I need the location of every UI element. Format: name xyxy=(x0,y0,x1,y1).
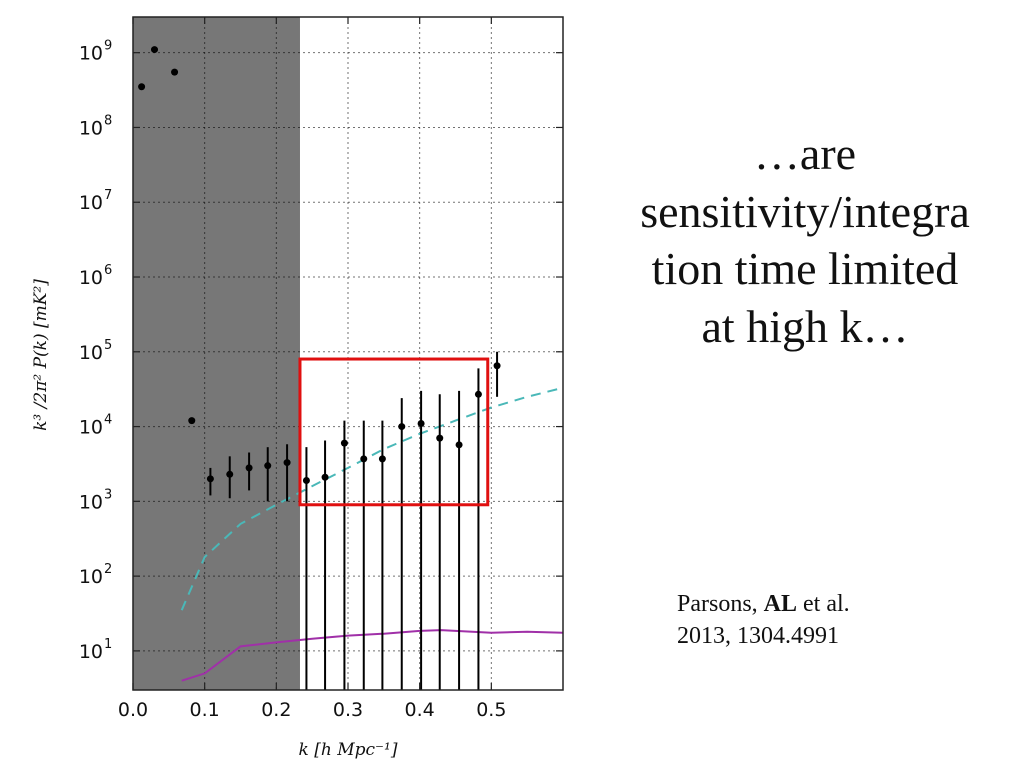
y-tick-label: 10 xyxy=(79,117,103,139)
citation-author: Parsons, xyxy=(677,591,758,617)
y-tick-label: 10 xyxy=(79,417,103,439)
y-tick-label: 10 xyxy=(79,342,103,364)
headline-line: tion time limited xyxy=(651,243,959,294)
x-axis-label: k [h Mpc⁻¹] xyxy=(299,740,398,760)
y-tick-label: 10 xyxy=(79,491,103,513)
y-tick-exponent: 5 xyxy=(104,338,112,353)
data-point xyxy=(302,477,310,485)
data-point xyxy=(151,46,158,54)
data-point xyxy=(138,83,146,91)
citation-etal: et al. xyxy=(803,591,850,617)
data-point xyxy=(226,470,234,478)
y-tick-exponent: 8 xyxy=(104,113,112,128)
headline-line: sensitivity/integra xyxy=(640,185,970,237)
y-tick-exponent: 9 xyxy=(104,39,112,54)
citation-author-bold: AL xyxy=(763,591,798,617)
y-axis-label: k³ /2π² P(k) [mK²] xyxy=(31,279,51,431)
data-point xyxy=(493,362,501,370)
data-point xyxy=(321,473,329,481)
y-tick-label: 10 xyxy=(79,43,103,65)
highlight-box-rect xyxy=(298,357,490,507)
x-tick-label: 0.0 xyxy=(118,699,148,721)
noise-line xyxy=(181,629,564,682)
data-point xyxy=(455,441,463,449)
y-tick-exponent: 6 xyxy=(104,263,112,278)
y-tick-exponent: 1 xyxy=(104,637,112,652)
model-curves xyxy=(180,386,564,682)
y-tick-exponent: 4 xyxy=(104,413,112,428)
data-point xyxy=(245,464,253,472)
data-point xyxy=(378,455,386,463)
y-tick-label: 10 xyxy=(79,566,103,588)
y-tick-label: 10 xyxy=(79,192,103,214)
data-point xyxy=(171,68,179,76)
x-tick-label: 0.1 xyxy=(190,699,220,721)
plot-frame xyxy=(132,16,564,691)
grid xyxy=(133,17,563,690)
data-point xyxy=(264,462,272,470)
headline-line: at high k… xyxy=(701,300,909,352)
y-tick-exponent: 2 xyxy=(104,562,112,577)
shaded-region xyxy=(133,17,300,690)
x-tick-label: 0.2 xyxy=(261,699,291,721)
x-tick-label: 0.5 xyxy=(476,699,506,721)
x-tick-label: 0.3 xyxy=(333,699,363,721)
data-point xyxy=(283,459,291,467)
y-tick-label: 10 xyxy=(79,641,103,663)
y-tick-exponent: 3 xyxy=(104,487,112,502)
data-point xyxy=(436,434,444,442)
x-tick-labels: 0.0 0.1 0.2 0.3 0.4 0.5 xyxy=(118,699,507,721)
x-tick-label: 0.4 xyxy=(405,699,435,721)
headline-line: …are xyxy=(753,128,857,179)
data-points xyxy=(138,46,501,690)
shaded-region-rect xyxy=(133,17,300,690)
highlight-box xyxy=(298,357,490,507)
y-tick-label: 10 xyxy=(79,267,103,289)
citation: Parsons, AL et al. 2013, 1304.4991 xyxy=(677,588,850,653)
y-tick-exponent: 7 xyxy=(104,188,112,203)
data-point xyxy=(474,390,482,398)
data-point xyxy=(360,455,368,463)
citation-ref: 2013, 1304.4991 xyxy=(677,623,839,650)
data-point xyxy=(417,419,425,427)
data-point xyxy=(206,475,214,483)
data-point xyxy=(340,439,348,447)
data-point xyxy=(398,423,406,431)
data-point xyxy=(188,417,196,425)
slide-headline: …are sensitivity/integra tion time limit… xyxy=(600,125,1010,355)
